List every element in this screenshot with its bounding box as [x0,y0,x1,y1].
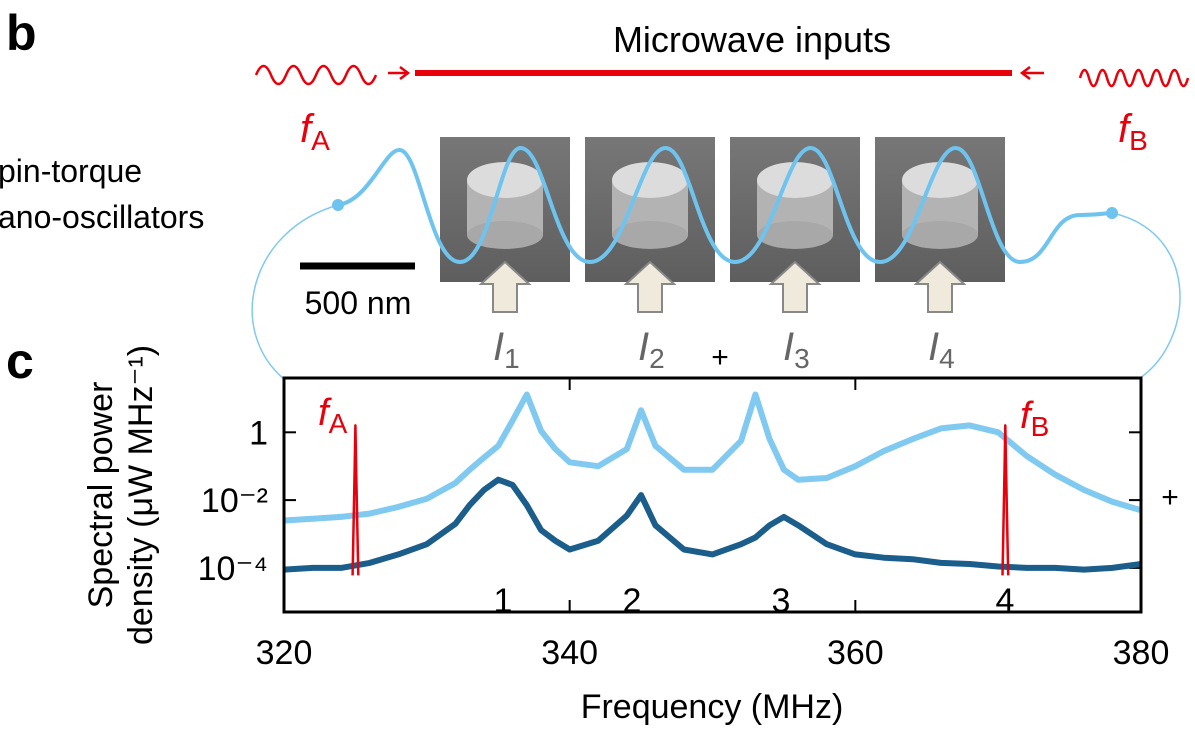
plot-frame [282,376,1143,614]
current-arrow [913,260,967,313]
panel-label: c [6,333,34,389]
source-symbol: f [1020,395,1034,437]
device-label: ano-oscillators [0,199,204,235]
source-subscript: B [1031,411,1050,442]
source-subscript: A [329,408,348,439]
current-subscript: 1 [504,343,520,374]
source-a-label: fA [300,107,330,156]
pillar [902,221,978,249]
spectrum-line [283,476,1142,573]
wire-dot [1106,207,1118,219]
source-subscript: B [1129,125,1148,156]
scale-bar-label: 500 nm [305,285,412,321]
x-tick-label: 380 [1113,634,1170,672]
pillar [612,221,688,249]
input-arrows [254,64,1190,88]
panel-label: b [6,5,37,61]
x-axis-label: Frequency (MHz) [581,688,844,726]
x-tick-label: 320 [256,634,313,672]
peak-label: 2 [623,582,642,620]
pillar-top [467,162,543,198]
spectrum-line [283,391,1142,524]
spectrum-line [351,424,360,576]
peak-label: 1 [494,582,513,620]
panel-title: Microwave inputs [613,19,891,60]
source-b-label: fB [1118,107,1148,156]
source-symbol: f [318,392,332,434]
plot-area [284,378,1141,612]
wire-dot [332,199,344,211]
current-arrow [478,260,532,313]
peak-label: 4 [996,582,1015,620]
source-subscript: A [311,125,330,156]
current-label: I3 [783,325,810,374]
y-axis-label: Spectral power [82,382,120,609]
current-label: I2 [638,325,665,374]
peak-label: 3 [772,582,791,620]
plus-mark: + [711,341,729,374]
wire [1111,212,1181,379]
wire [337,146,1113,265]
wire [251,204,339,381]
current-subscript: 3 [794,343,810,374]
current-subscript: 4 [939,343,955,374]
y-tick-label: 1 [249,414,268,452]
pillar-top [902,162,978,198]
y-axis-label: density (μW MHz⁻¹) [122,345,160,645]
pillar [757,221,833,249]
current-symbol: I [493,325,504,369]
source-label: fA [318,392,348,439]
plus-mark: + [1161,481,1179,514]
y-tick-label: 10⁻⁴ [198,550,268,588]
source-label: fB [1020,395,1049,442]
current-symbol: I [928,325,939,369]
x-tick-label: 340 [541,634,598,672]
pillar-top [612,162,688,198]
pillar-top [757,162,833,198]
current-arrow [623,260,677,313]
current-arrow [768,260,822,313]
y-tick-label: 10⁻² [201,482,268,520]
current-symbol: I [638,325,649,369]
x-tick-label: 360 [827,634,884,672]
current-symbol: I [783,325,794,369]
spectrum-line [1001,424,1010,576]
current-subscript: 2 [649,343,665,374]
current-label: I1 [493,325,520,374]
current-label: I4 [928,325,955,374]
device-label: pin-torque [0,153,142,189]
